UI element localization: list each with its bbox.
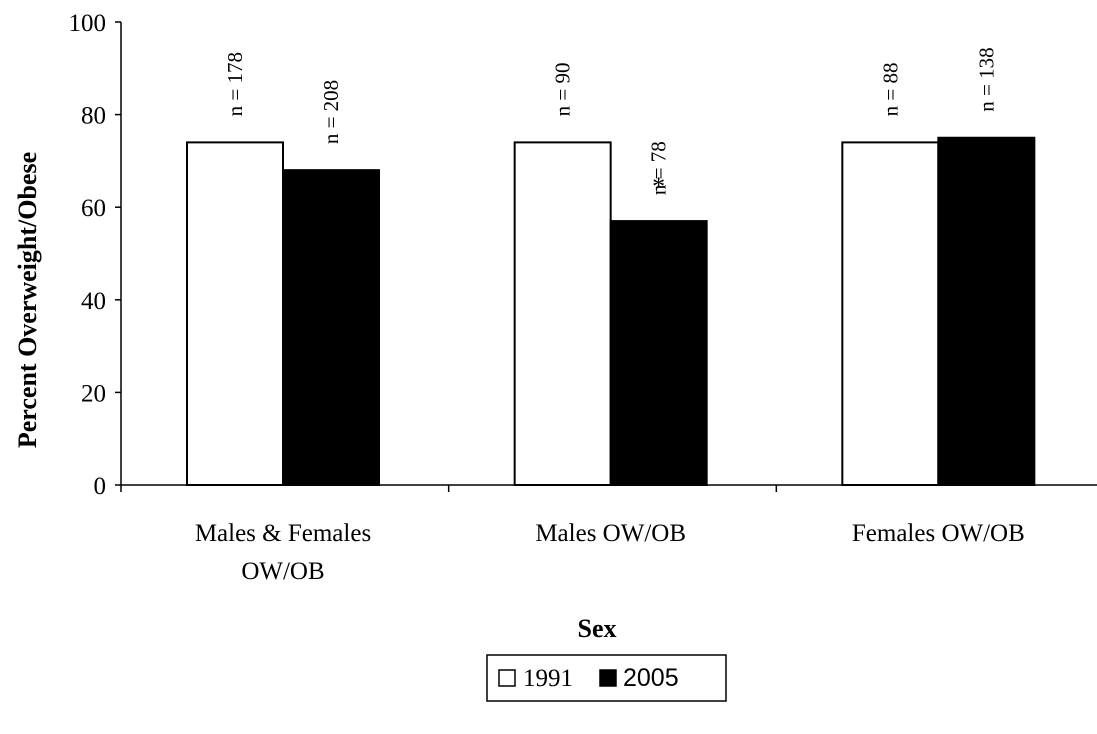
legend-label-1991: 1991: [523, 665, 573, 692]
bar-1991: [513, 141, 612, 486]
y-tick-label: 100: [69, 10, 107, 37]
n-label: n = 178: [223, 52, 247, 116]
bar-1991: [841, 141, 940, 486]
n-labels: n = 178 n = 90 n = 88 n = 208 n = 78 n = 138: [223, 47, 998, 195]
significance-marker: *: [652, 172, 665, 201]
x-category-label: Females OW/OB: [852, 520, 1025, 547]
n-label: n = 78: [647, 141, 671, 195]
y-tick-label: 0: [94, 473, 107, 500]
bar-2005: [937, 136, 1036, 486]
y-tick-label: 20: [81, 380, 106, 407]
legend-swatch-2005: [599, 669, 617, 687]
annotations: *: [652, 172, 665, 201]
y-axis-title: Percent Overweight/Obese: [13, 152, 42, 448]
bars: [186, 136, 1036, 486]
bar-2005: [609, 220, 708, 486]
legend: 1991 2005: [486, 654, 727, 702]
n-label: n = 90: [551, 63, 575, 117]
y-tick-label: 60: [81, 195, 106, 222]
y-axis: 0 20 40 60 80 100: [69, 10, 122, 500]
legend-swatch-1991: [498, 669, 516, 687]
bar-2005: [282, 169, 380, 486]
n-label: n = 208: [319, 80, 343, 144]
x-category-label: Males & Females: [195, 520, 371, 547]
x-category-label: OW/OB: [241, 558, 324, 585]
x-axis: Males & Females OW/OB Males OW/OB Females O…: [120, 484, 1097, 585]
y-tick-label: 40: [81, 288, 106, 315]
x-category-label: Males OW/OB: [535, 520, 686, 547]
legend-label-2005: 2005: [623, 664, 679, 692]
y-tick-label: 80: [81, 103, 106, 130]
n-label: n = 138: [974, 47, 998, 111]
bar-1991: [186, 141, 284, 486]
n-label: n = 88: [878, 63, 902, 117]
x-axis-title: Sex: [578, 614, 617, 643]
